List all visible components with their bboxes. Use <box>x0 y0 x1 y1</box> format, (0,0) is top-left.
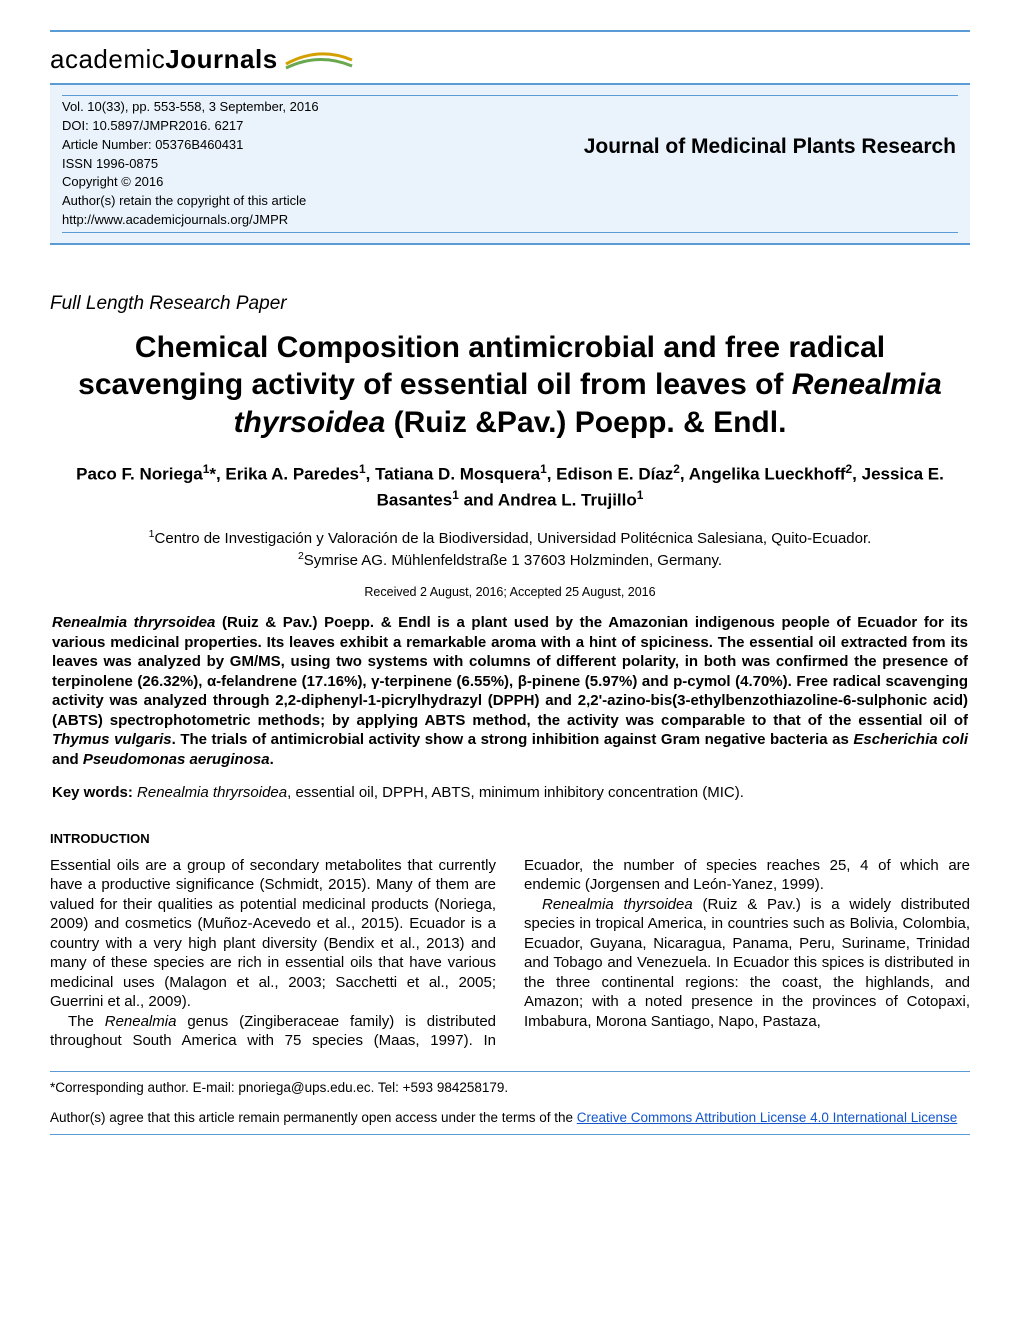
doi-line: DOI: 10.5897/JMPR2016. 6217 <box>62 117 958 136</box>
body-para-3: Renealmia thyrsoidea (Ruiz & Pav.) is a … <box>524 895 970 1032</box>
logo-text: academicJournals <box>50 44 278 75</box>
introduction-heading: INTRODUCTION <box>50 831 970 846</box>
publisher-logo: academicJournals <box>50 40 970 83</box>
abstract-species-1: Renealmia thryrsoidea <box>52 614 215 631</box>
copyright-line: Copyright © 2016 <box>62 173 958 192</box>
body-para-1: Essential oils are a group of secondary … <box>50 856 496 1012</box>
body-columns: Essential oils are a group of secondary … <box>50 856 970 1051</box>
received-accepted-dates: Received 2 August, 2016; Accepted 25 Aug… <box>50 585 970 599</box>
footer-rule-bottom <box>50 1134 970 1135</box>
keywords-rest: , essential oil, DPPH, ABTS, minimum inh… <box>287 784 744 801</box>
affiliations: 1Centro de Investigación y Valoración de… <box>50 527 970 572</box>
retain-line: Author(s) retain the copyright of this a… <box>62 192 958 211</box>
article-title: Chemical Composition antimicrobial and f… <box>50 329 970 442</box>
volume-line: Vol. 10(33), pp. 553-558, 3 September, 2… <box>62 98 958 117</box>
journal-name: Journal of Medicinal Plants Research <box>584 135 956 159</box>
abstract: Renealmia thryrsoidea (Ruiz & Pav.) Poep… <box>52 613 968 769</box>
abstract-text-4: . <box>270 751 274 768</box>
top-rule <box>50 30 970 32</box>
cc-license-link[interactable]: Creative Commons Attribution License 4.0… <box>577 1110 957 1125</box>
abstract-species-3: Escherichia coli <box>853 731 968 748</box>
abstract-species-4: Pseudomonas aeruginosa <box>83 751 270 768</box>
footer-rule-top <box>50 1071 970 1072</box>
keywords-label: Key words: <box>52 784 133 801</box>
logo-word2: Journals <box>165 44 277 74</box>
logo-swoosh-icon <box>284 50 354 70</box>
oa-pre: Author(s) agree that this article remain… <box>50 1110 577 1125</box>
title-pre: Chemical Composition antimicrobial and f… <box>78 331 885 402</box>
title-post: (Ruiz &Pav.) Poepp. & Endl. <box>385 406 786 439</box>
keywords: Key words: Renealmia thryrsoidea, essent… <box>52 783 968 803</box>
abstract-text-1: (Ruiz & Pav.) Poepp. & Endl is a plant u… <box>52 614 968 729</box>
corresponding-author: *Corresponding author. E-mail: pnoriega@… <box>50 1078 970 1098</box>
authors: Paco F. Noriega1*, Erika A. Paredes1, Ta… <box>50 461 970 512</box>
journal-url-line: http://www.academicjournals.org/JMPR <box>62 211 958 230</box>
abstract-text-3: and <box>52 751 83 768</box>
keywords-species: Renealmia thryrsoidea <box>137 784 287 801</box>
header-metadata-box: Vol. 10(33), pp. 553-558, 3 September, 2… <box>50 83 970 245</box>
logo-word1: academic <box>50 44 165 74</box>
open-access-statement: Author(s) agree that this article remain… <box>50 1108 970 1128</box>
paper-type: Full Length Research Paper <box>50 293 970 315</box>
abstract-species-2: Thymus vulgaris <box>52 731 172 748</box>
abstract-text-2: . The trials of antimicrobial activity s… <box>172 731 854 748</box>
